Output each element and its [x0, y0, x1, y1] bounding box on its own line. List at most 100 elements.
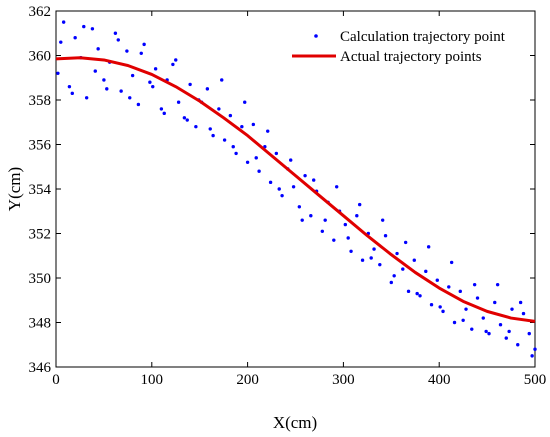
- scatter-point: [61, 20, 66, 24]
- scatter-point: [231, 145, 235, 149]
- scatter-point: [518, 300, 523, 305]
- scatter-point: [243, 100, 247, 104]
- scatter-point: [113, 31, 118, 35]
- scatter-point: [289, 158, 293, 162]
- scatter-point: [268, 180, 273, 185]
- scatter-point: [162, 111, 166, 116]
- scatter-point: [67, 84, 72, 89]
- y-tick-label: 346: [29, 360, 52, 376]
- legend-marker-scatter: [314, 34, 318, 38]
- scatter-point: [380, 218, 385, 222]
- scatter-point: [357, 202, 362, 207]
- scatter-point: [401, 267, 405, 271]
- scatter-point: [128, 96, 132, 100]
- scatter-point: [516, 343, 520, 347]
- scatter-point: [487, 331, 491, 336]
- scatter-point: [418, 294, 422, 298]
- scatter-point: [389, 280, 393, 285]
- scatter-point: [521, 311, 526, 316]
- scatter-point: [504, 336, 508, 340]
- x-tick-label: 400: [428, 372, 451, 388]
- scatter-point: [458, 289, 462, 294]
- scatter-point: [510, 307, 514, 311]
- scatter-point: [464, 307, 468, 311]
- scatter-point: [205, 87, 210, 91]
- scatter-point: [105, 87, 109, 91]
- scatter-point: [148, 80, 152, 84]
- scatter-point: [300, 218, 304, 222]
- scatter-point: [277, 187, 281, 191]
- x-tick-label: 500: [524, 372, 547, 388]
- scatter-point: [495, 282, 500, 287]
- y-tick-label: 352: [29, 227, 52, 243]
- line-series: [55, 56, 536, 323]
- scatter-point: [130, 73, 135, 78]
- scatter-point: [493, 300, 497, 305]
- y-axis: 346 348 350 352 354 356 358 360 362: [29, 4, 535, 376]
- scatter-point: [530, 354, 534, 358]
- scatter-point: [228, 113, 233, 118]
- scatter-point: [533, 347, 537, 351]
- scatter-point: [142, 42, 146, 47]
- x-axis: 0 100 200 300 400 500: [52, 11, 546, 388]
- scatter-point: [93, 69, 97, 73]
- scatter-point: [222, 138, 227, 142]
- x-tick-label: 300: [332, 372, 355, 388]
- scatter-point: [96, 47, 100, 51]
- scatter-point: [498, 323, 503, 327]
- scatter-point: [452, 320, 457, 325]
- scatter-point: [303, 173, 307, 178]
- scatter-point: [527, 331, 531, 336]
- scatter-point: [194, 125, 198, 129]
- scatter-point: [438, 305, 442, 309]
- scatter-point: [406, 289, 411, 294]
- scatter-point: [139, 51, 143, 55]
- scatter-point: [323, 218, 327, 222]
- y-tick-label: 354: [29, 182, 52, 198]
- scatter-point: [56, 71, 60, 76]
- scatter-point: [472, 282, 477, 287]
- scatter-point: [343, 222, 348, 227]
- scatter-point: [185, 118, 189, 122]
- scatter-point: [461, 318, 465, 322]
- plot-area-frame: [55, 10, 536, 368]
- scatter-point: [59, 40, 63, 44]
- y-axis-label: Y(cm): [5, 167, 24, 211]
- scatter-point: [475, 296, 480, 300]
- scatter-point: [312, 178, 316, 182]
- x-tick-label: 200: [236, 372, 259, 388]
- scatter-point: [415, 291, 419, 296]
- scatter-point: [349, 249, 353, 253]
- scatter-point: [481, 316, 485, 320]
- scatter-point: [188, 82, 192, 87]
- scatter-point: [211, 133, 215, 138]
- scatter-point: [176, 100, 181, 104]
- scatter-point: [119, 89, 123, 93]
- scatter-point: [102, 78, 106, 82]
- actual-trajectory-line: [55, 56, 536, 323]
- legend-label-line: Actual trajectory points: [340, 49, 482, 65]
- scatter-point: [125, 49, 129, 53]
- scatter-point: [240, 125, 244, 129]
- scatter-point: [251, 122, 256, 127]
- scatter-point: [320, 229, 325, 233]
- scatter-point: [383, 234, 388, 238]
- x-axis-label: X(cm): [273, 413, 317, 432]
- scatter-point: [280, 193, 284, 198]
- scatter-point: [392, 274, 396, 278]
- scatter-point: [82, 24, 86, 29]
- scatter-point: [484, 329, 488, 334]
- scatter-point: [441, 309, 445, 314]
- scatter-point: [429, 303, 434, 307]
- scatter-point: [395, 251, 399, 256]
- scatter-point: [220, 78, 224, 82]
- scatter-point: [182, 116, 187, 120]
- scatter-point: [254, 156, 258, 160]
- y-tick-label: 348: [29, 316, 52, 332]
- scatter-point: [153, 67, 158, 71]
- scatter-point: [136, 102, 141, 107]
- scatter-point: [245, 160, 250, 164]
- scatter-point: [116, 38, 120, 42]
- y-tick-label: 360: [29, 49, 52, 65]
- scatter-point: [159, 107, 164, 111]
